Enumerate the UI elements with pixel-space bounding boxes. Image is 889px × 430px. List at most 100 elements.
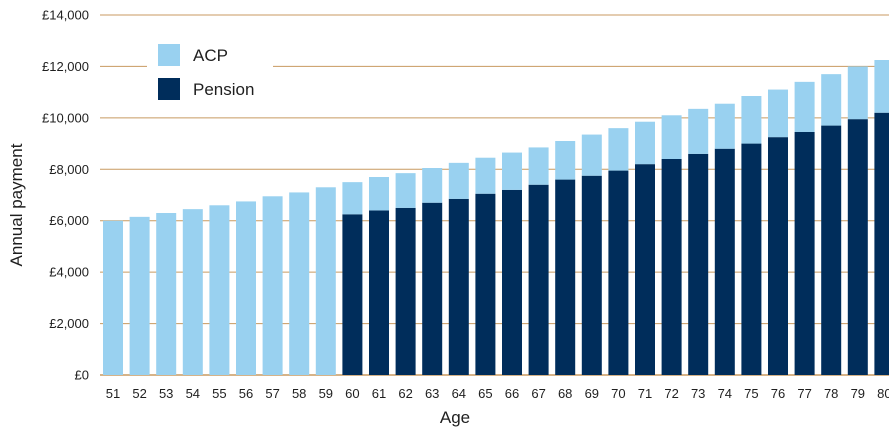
x-tick-label: 72 [664,386,678,401]
x-tick-label: 73 [691,386,705,401]
bar-acp [581,134,602,176]
x-tick-label: 51 [106,386,120,401]
legend-label-pension: Pension [193,80,254,99]
bar-acp [475,157,496,194]
bar-pension [768,137,788,375]
bar-acp [768,89,788,138]
bar-acp [874,60,889,113]
y-tick-label: £10,000 [42,110,89,125]
y-tick-label: £12,000 [42,59,89,74]
x-tick-label: 54 [186,386,200,401]
bar-pension [502,189,522,375]
x-tick-label: 56 [239,386,253,401]
y-tick-label: £4,000 [49,265,89,280]
bar-acp [315,187,336,375]
bar-acp [502,152,522,190]
x-tick-label: 59 [319,386,333,401]
bar-pension [528,184,549,375]
bar-pension [847,119,868,376]
y-tick-label: £6,000 [49,213,89,228]
bar-acp [342,182,363,215]
bars [103,60,889,376]
bar-acp [794,81,815,132]
y-tick-label: £14,000 [42,8,89,23]
bar-acp [448,162,469,199]
bar-acp [129,216,150,375]
bar-acp [555,141,576,180]
x-tick-label: 65 [478,386,492,401]
x-tick-label: 74 [718,386,732,401]
x-tick-label: 78 [824,386,838,401]
bar-acp [635,121,655,165]
x-tick-label: 75 [744,386,758,401]
x-tick-label: 64 [452,386,466,401]
y-tick-labels: £0 £2,000 £4,000 £6,000 £8,000 £10,000 £12,000… [42,8,89,383]
y-axis-title: Annual payment [7,143,26,266]
bar-pension [342,214,363,375]
bar-acp [182,209,203,375]
x-tick-label: 57 [265,386,279,401]
bar-acp [528,147,549,185]
bar-acp [289,192,310,375]
bar-pension [422,202,443,375]
x-tick-label: 76 [771,386,785,401]
y-tick-label: £8,000 [49,162,89,177]
x-tick-label: 52 [132,386,146,401]
bar-pension [741,143,762,375]
x-tick-label: 58 [292,386,306,401]
bar-pension [714,148,735,375]
x-tick-labels: 51 52 53 54 55 56 57 58 59 60 61 62 63 64 65 66 67 68 69 70… [106,386,889,401]
legend-swatch-pension [158,78,180,100]
x-tick-label: 67 [531,386,545,401]
bar-acp [369,177,389,211]
bar-pension [635,164,655,375]
bar-pension [369,210,389,375]
bar-pension [581,175,602,375]
bar-acp [422,168,443,203]
x-tick-label: 69 [585,386,599,401]
bar-pension [794,132,815,375]
x-tick-label: 61 [372,386,386,401]
bar-pension [555,179,576,375]
bar-acp [661,115,682,159]
y-tick-label: £2,000 [49,316,89,331]
legend: ACP Pension [147,38,273,106]
bar-acp [608,128,629,171]
bar-pension [475,193,496,375]
bar-acp [262,196,283,375]
x-tick-label: 77 [797,386,811,401]
x-tick-label: 55 [212,386,226,401]
bar-pension [874,112,889,375]
x-tick-label: 79 [851,386,865,401]
bar-acp [714,103,735,149]
bar-pension [608,170,629,375]
x-axis-title: Age [440,408,470,427]
bar-acp [847,66,868,120]
x-tick-label: 68 [558,386,572,401]
bar-acp [741,96,762,144]
bar-acp [209,205,230,375]
y-tick-label: £0 [75,368,89,383]
bar-pension [688,153,709,375]
legend-label-acp: ACP [193,46,228,65]
bar-acp [821,74,842,126]
bar-acp [236,201,256,375]
bar-acp [156,213,177,375]
bar-pension [395,207,416,375]
x-tick-label: 53 [159,386,173,401]
bar-pension [661,159,682,375]
legend-swatch-acp [158,44,180,66]
bar-acp [103,220,123,375]
x-tick-label: 70 [611,386,625,401]
x-tick-label: 66 [505,386,519,401]
x-tick-label: 80 [877,386,889,401]
x-tick-label: 63 [425,386,439,401]
bar-acp [688,108,709,154]
x-tick-label: 60 [345,386,359,401]
bar-pension [448,198,469,375]
x-tick-label: 71 [638,386,652,401]
x-tick-label: 62 [398,386,412,401]
bar-pension [821,125,842,375]
